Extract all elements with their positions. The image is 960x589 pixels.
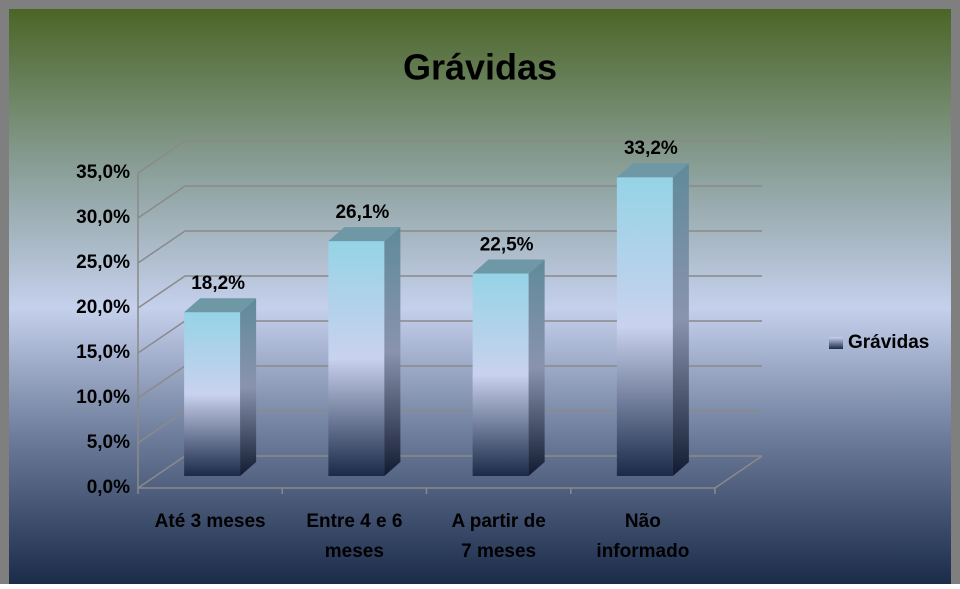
bar-top — [184, 298, 257, 313]
bar-front — [616, 177, 673, 476]
bar-front — [184, 312, 241, 476]
grid-line — [137, 230, 762, 264]
x-tick-label: Entre 4 e 6 meses — [306, 511, 402, 562]
x-tick-label: A partir de 7 meses — [451, 511, 545, 562]
bar-top — [328, 227, 401, 242]
x-tick-label: Até 3 meses — [155, 511, 266, 532]
bar-front — [472, 273, 529, 476]
data-label: 22,5% — [480, 235, 534, 256]
bar-side — [384, 227, 401, 476]
bar — [184, 298, 257, 476]
legend-label: Grávidas — [848, 332, 929, 353]
x-tick-label-line: informado — [596, 541, 689, 562]
axis-line — [714, 455, 763, 489]
grid-line — [137, 275, 762, 309]
y-tick-label: 25,0% — [76, 252, 130, 273]
data-label: 18,2% — [191, 273, 245, 294]
bar-side — [528, 259, 545, 476]
x-tick-label-line: meses — [325, 541, 384, 562]
x-tick-label-line: Entre 4 e 6 — [306, 511, 402, 532]
y-tick-label: 20,0% — [76, 297, 130, 318]
bar-side — [672, 163, 689, 476]
x-tick-label-line: A partir de — [451, 511, 545, 532]
y-tick-label: 0,0% — [87, 477, 130, 498]
bar-front — [328, 241, 385, 476]
x-tick-label: Não informado — [596, 511, 689, 562]
grid-line — [137, 185, 762, 219]
y-tick-label: 10,0% — [76, 387, 130, 408]
bar-top — [472, 259, 545, 274]
chart-title: Grávidas — [403, 47, 557, 88]
x-tick-label-line: 7 meses — [461, 541, 536, 562]
grid-line — [137, 140, 762, 174]
bar — [472, 259, 545, 476]
y-tick-label: 15,0% — [76, 342, 130, 363]
data-label: 26,1% — [335, 202, 389, 223]
data-label: 33,2% — [624, 138, 678, 159]
x-tick-label-line: Não — [625, 511, 661, 532]
bar-top — [616, 163, 689, 178]
y-tick-label: 35,0% — [76, 162, 130, 183]
x-tick-label-line: Até 3 meses — [155, 511, 266, 532]
bar-side — [240, 298, 257, 476]
bar — [616, 163, 689, 476]
y-tick-label: 5,0% — [87, 432, 130, 453]
y-tick-label: 30,0% — [76, 207, 130, 228]
legend-swatch — [829, 337, 843, 349]
bar — [328, 227, 401, 476]
